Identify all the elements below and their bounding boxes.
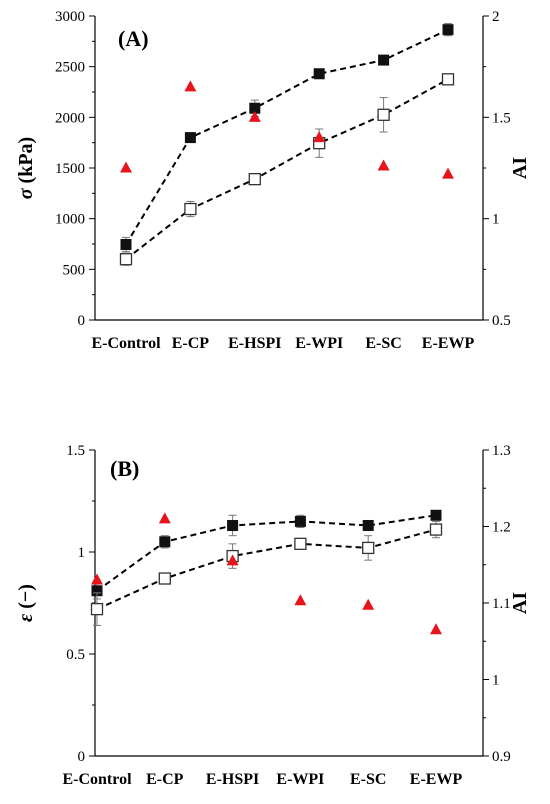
data-point-filled [313,68,325,80]
data-point-filled [120,239,132,251]
category-label: E-EWP [422,335,475,352]
data-point-open [362,541,375,555]
right-tick-label: 2 [492,9,500,25]
right-axis-label: AI [509,592,531,614]
left-tick-label: 3000 [55,9,85,25]
data-point-filled [91,585,103,597]
data-point-open [248,172,261,186]
y-axis-label: σ (kPa) [15,137,37,199]
right-tick-label: 1.3 [492,443,511,459]
series-triangle [120,80,454,179]
category-label: E-SC [365,335,401,352]
data-point-filled [184,132,196,144]
category-label: E-WPI [276,771,324,788]
series-open-square [90,520,443,626]
data-point-open [377,108,390,121]
data-point-open [429,523,443,536]
left-tick-label: 2000 [55,110,85,126]
right-tick-label: 1.5 [492,110,511,126]
category-label: E-Control [62,771,132,788]
series-filled-square [120,23,454,253]
left-tick-label: 1 [78,545,86,561]
left-tick-label: 2500 [55,60,85,76]
category-label: E-CP [172,335,210,352]
y-axis-label: ε (−) [15,584,37,622]
data-point-filled [294,515,306,527]
panel-label: (A) [118,26,149,51]
data-point-triangle [91,573,103,585]
left-tick-label: 0.5 [66,647,85,663]
right-tick-label: 1 [492,673,500,689]
right-tick-label: 0.9 [492,749,511,765]
right-tick-label: 1 [492,212,500,228]
series-line [125,28,449,246]
data-point-triangle [184,80,197,92]
category-label: E-EWP [410,771,463,788]
chart-panel-b: 0 0.5 1 1.5 0.9 1 1.1 1.2 1.3 E-Control E-CP E-HSPI… [15,443,531,788]
category-label: E-HSPI [206,771,259,788]
data-point-filled [442,24,454,36]
right-tick-label: 1.1 [492,596,511,612]
data-point-open [441,73,455,86]
left-tick-label: 0 [78,749,86,765]
data-point-filled [159,536,171,548]
data-point-triangle [442,167,454,179]
data-point-open [184,202,197,216]
data-point-open [90,602,104,616]
data-point-triangle [294,594,307,606]
panel-label: (B) [110,456,139,481]
data-point-triangle [430,623,442,635]
category-label: E-SC [350,771,386,788]
data-point-open [158,572,171,585]
data-point-filled [378,54,390,66]
series-line [96,528,437,611]
data-point-triangle [362,598,375,610]
data-point-triangle [120,161,132,173]
category-label: E-HSPI [228,335,281,352]
right-tick-label: 1.2 [492,520,511,536]
data-point-open [119,253,133,266]
data-point-filled [249,102,261,114]
series-line [96,514,437,592]
left-tick-label: 0 [78,313,86,329]
data-point-triangle [226,554,239,566]
data-point-triangle [377,159,390,171]
series-line [125,78,449,260]
series-open-square [119,73,455,266]
data-point-filled [227,519,239,531]
right-tick-label: 0.5 [492,313,511,329]
right-axis-label: AI [509,157,531,179]
series-triangle [91,512,442,635]
left-tick-label: 500 [63,262,86,278]
chart-panel-a: 0 500 1000 1500 2000 2500 3000 0.5 1 1.5 2 E-Contro… [15,9,531,352]
series-filled-square [91,509,442,600]
data-point-open [294,537,307,550]
left-tick-label: 1000 [55,212,85,228]
category-label: E-CP [146,771,184,788]
left-tick-label: 1500 [55,161,85,177]
data-point-filled [362,519,374,531]
data-point-triangle [313,131,326,143]
data-point-triangle [158,512,171,524]
data-point-filled [430,509,442,521]
left-tick-label: 1.5 [66,443,85,459]
category-label: E-Control [91,335,161,352]
category-label: E-WPI [295,335,343,352]
data-point-triangle [248,110,261,122]
